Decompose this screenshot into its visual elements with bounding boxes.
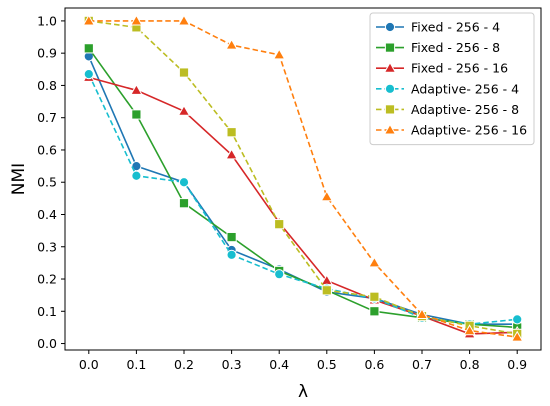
series-line	[88, 20, 518, 338]
legend-item: Adaptive- 256 - 4	[376, 81, 519, 96]
legend-label: Fixed - 256 - 8	[411, 40, 500, 55]
y-tick-label: 0.4	[37, 207, 57, 222]
legend-label: Adaptive- 256 - 8	[411, 102, 519, 117]
legend-label: Adaptive- 256 - 4	[411, 81, 519, 96]
y-axis-title: NMI	[9, 163, 29, 195]
legend-item: Fixed - 256 - 16	[376, 61, 508, 76]
legend-item: Fixed - 256 - 8	[376, 40, 500, 55]
x-axis-title: λ	[298, 382, 308, 402]
legend-label: Adaptive- 256 - 16	[411, 123, 527, 138]
data-point	[130, 14, 143, 26]
y-tick-label: 0.0	[37, 336, 57, 351]
data-point	[369, 306, 380, 317]
data-point	[131, 109, 142, 120]
y-tick-label: 0.6	[37, 142, 57, 157]
y-tick-label: 0.3	[37, 239, 57, 254]
y-tick-label: 0.5	[37, 175, 57, 190]
x-tick-label: 0.1	[126, 357, 146, 372]
data-point	[226, 231, 237, 243]
x-tick-label: 0.4	[269, 357, 289, 372]
data-point	[83, 69, 94, 80]
x-tick-label: 0.6	[364, 357, 384, 372]
data-point	[272, 48, 286, 60]
data-point	[177, 104, 191, 116]
y-tick-label: 0.1	[37, 304, 57, 319]
y-axis: 0.0 0.1 0.2 0.3 0.4 0.5 0.6 0.7 0.8 0.9 1.0	[37, 13, 65, 351]
x-tick-label: 0.0	[79, 357, 99, 372]
x-tick-label: 0.9	[507, 357, 527, 372]
data-point	[226, 127, 237, 138]
data-point	[178, 177, 190, 188]
legend-marker	[383, 61, 397, 73]
legend: Fixed - 256 - 4 Fixed - 256 - 8 Fixed - 25…	[369, 12, 535, 146]
series-line	[88, 76, 518, 335]
data-point	[274, 219, 285, 230]
data-point	[274, 269, 285, 280]
y-tick-label: 1.0	[37, 13, 57, 28]
data-point	[415, 308, 429, 320]
series-line	[88, 20, 518, 335]
data-point	[178, 198, 190, 209]
y-tick-label: 0.2	[37, 272, 57, 287]
series-layer	[82, 14, 524, 342]
legend-item: Adaptive- 256 - 16	[376, 123, 527, 138]
data-point	[510, 330, 524, 342]
x-tick-label: 0.7	[412, 357, 432, 372]
data-point	[368, 256, 381, 268]
data-point	[225, 38, 238, 50]
legend-marker	[384, 42, 396, 53]
legend-marker	[384, 83, 396, 94]
legend-label: Fixed - 256 - 16	[411, 61, 508, 76]
legend-marker	[383, 123, 397, 135]
y-tick-label: 0.9	[37, 46, 57, 61]
legend-marker	[384, 104, 396, 115]
y-tick-label: 0.8	[37, 78, 57, 93]
data-point	[130, 83, 143, 95]
x-tick-label: 0.8	[460, 357, 480, 372]
data-point	[225, 148, 238, 160]
data-point	[321, 285, 332, 296]
legend-marker	[384, 21, 396, 33]
legend-label: Fixed - 256 - 4	[411, 20, 500, 35]
y-tick-label: 0.7	[37, 110, 57, 125]
legend-item: Adaptive- 256 - 8	[376, 102, 519, 117]
data-point	[177, 14, 191, 26]
data-point	[463, 324, 476, 336]
x-tick-label: 0.3	[222, 357, 242, 372]
data-point	[369, 291, 380, 302]
x-axis: 0.0 0.1 0.2 0.3 0.4 0.5 0.6 0.7 0.8 0.9	[79, 350, 527, 372]
legend-frame	[369, 12, 535, 146]
data-point	[131, 170, 142, 181]
data-point	[82, 14, 96, 26]
series-6	[82, 14, 524, 342]
data-point	[83, 43, 94, 54]
series-line	[88, 73, 518, 326]
legend-item: Fixed - 256 - 4	[376, 20, 500, 35]
x-tick-label: 0.5	[317, 357, 337, 372]
data-point	[320, 190, 334, 202]
data-point	[226, 249, 237, 260]
x-tick-label: 0.2	[174, 357, 194, 372]
data-point	[178, 67, 190, 78]
data-point	[512, 314, 523, 325]
